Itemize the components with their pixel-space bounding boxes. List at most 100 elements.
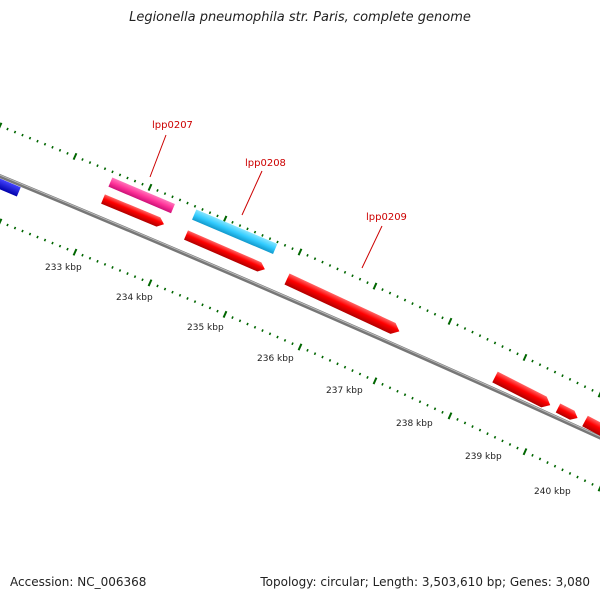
outer-ruler-minor-tick [381, 288, 384, 292]
inner-ruler-minor-tick [486, 432, 489, 436]
outer-ruler-minor-tick [163, 192, 167, 196]
outer-ruler-minor-tick [21, 133, 24, 137]
genome-summary-text: Topology: circular; Length: 3,503,610 bp… [260, 575, 590, 589]
outer-ruler-minor-tick [456, 323, 459, 327]
inner-ruler-major-tick [72, 248, 78, 256]
inner-ruler-minor-tick [246, 322, 249, 326]
inner-ruler-minor-tick [403, 393, 407, 397]
inner-ruler-minor-tick [103, 262, 107, 266]
inner-ruler-minor-tick [283, 338, 287, 342]
gene-red-1[interactable] [101, 194, 166, 228]
outer-ruler-minor-tick [478, 334, 482, 338]
outer-ruler-minor-tick [13, 130, 17, 134]
inner-ruler-minor-tick [306, 348, 309, 352]
inner-ruler-minor-tick [163, 287, 167, 291]
outer-ruler-minor-tick [538, 363, 542, 367]
outer-ruler-minor-tick [126, 176, 129, 180]
inner-ruler-minor-tick [216, 309, 219, 313]
inner-ruler-minor-tick [456, 417, 459, 421]
map-title: Legionella pneumophila str. Paris, compl… [129, 10, 471, 25]
outer-ruler-minor-tick [351, 274, 354, 278]
outer-ruler-minor-tick [403, 298, 407, 302]
outer-ruler-minor-tick [493, 341, 497, 345]
gene-label-lpp0208: lpp0208 [245, 158, 286, 169]
inner-ruler-minor-tick [508, 443, 512, 446]
inner-ruler-minor-tick [43, 238, 47, 242]
outer-ruler-minor-tick [96, 164, 99, 168]
inner-ruler-minor-tick [171, 290, 174, 294]
inner-ruler-major-tick [0, 218, 3, 225]
inner-ruler-minor-tick [156, 284, 159, 288]
inner-ruler-minor-tick [343, 365, 347, 369]
gene-red-4[interactable] [555, 403, 580, 423]
inner-ruler-minor-tick [441, 410, 444, 414]
inner-ruler-major-tick [222, 310, 228, 318]
outer-ruler-minor-tick [193, 204, 197, 208]
inner-ruler-minor-tick [88, 256, 92, 260]
outer-ruler-minor-tick [178, 198, 182, 202]
inner-ruler-minor-tick [178, 293, 182, 297]
genome-backbone-highlight [0, 174, 600, 437]
inner-ruler-minor-tick [6, 223, 9, 227]
gene-red-5[interactable] [582, 415, 600, 443]
outer-ruler-minor-tick [508, 348, 512, 352]
inner-ruler-minor-tick [238, 319, 242, 323]
outer-ruler-minor-tick [418, 305, 422, 309]
inner-ruler-minor-tick [531, 453, 534, 457]
inner-ruler-minor-tick [141, 278, 144, 282]
outer-ruler-minor-tick [261, 233, 264, 237]
outer-ruler-minor-tick [501, 345, 504, 348]
gene-red-3[interactable] [492, 371, 553, 411]
inner-ruler-major-tick [447, 412, 453, 420]
outer-ruler-major-tick [372, 282, 378, 290]
outer-ruler-minor-tick [433, 312, 437, 316]
outer-ruler-major-tick [447, 317, 453, 325]
tick-label-235: 235 kbp [187, 323, 224, 333]
outer-ruler-minor-tick [388, 291, 392, 295]
gene-label-lpp0209: lpp0209 [366, 212, 407, 223]
inner-ruler-major-tick [147, 279, 153, 287]
inner-ruler-minor-tick [478, 428, 482, 432]
outer-ruler-minor-tick [561, 374, 564, 378]
inner-ruler-minor-tick [493, 435, 497, 439]
gene-lpp0208[interactable] [192, 209, 278, 254]
outer-ruler-minor-tick [186, 201, 189, 205]
inner-ruler-minor-tick [433, 407, 437, 411]
inner-ruler-minor-tick [396, 389, 399, 393]
outer-ruler-minor-tick [463, 327, 467, 330]
tick-label-240: 240 kbp [534, 487, 571, 497]
outer-ruler-minor-tick [66, 151, 69, 155]
inner-ruler-minor-tick [381, 382, 384, 386]
inner-ruler-minor-tick [516, 446, 519, 450]
inner-ruler-minor-tick [471, 425, 474, 428]
gene-lpp0207[interactable] [108, 177, 175, 214]
inner-ruler-minor-tick [261, 329, 264, 332]
inner-ruler-minor-tick [561, 468, 564, 472]
tick-label-239: 239 kbp [465, 452, 502, 462]
outer-ruler-minor-tick [133, 179, 137, 183]
outer-ruler-minor-tick [576, 381, 579, 385]
outer-ruler-minor-tick [253, 230, 257, 234]
inner-ruler-minor-tick [193, 300, 197, 304]
outer-ruler-minor-tick [313, 257, 317, 261]
outer-ruler-minor-tick [171, 195, 174, 199]
gene-blue[interactable] [0, 175, 21, 197]
gene-red-2[interactable] [184, 230, 267, 273]
inner-ruler-minor-tick [186, 297, 189, 300]
gene-red-lpp0209[interactable] [284, 273, 401, 337]
tick-label-233: 233 kbp [45, 263, 82, 273]
outer-ruler-minor-tick [216, 214, 219, 218]
outer-ruler-minor-tick [396, 295, 399, 298]
outer-dot-ruler [0, 122, 600, 398]
inner-ruler-minor-tick [538, 457, 542, 461]
outer-ruler-minor-tick [246, 227, 249, 231]
inner-ruler-minor-tick [553, 464, 557, 468]
inner-ruler-minor-tick [208, 306, 212, 310]
tick-label-234: 234 kbp [116, 293, 153, 303]
inner-ruler-minor-tick [388, 386, 392, 390]
outer-ruler-minor-tick [583, 385, 587, 389]
gene-label-lpp0207: lpp0207 [152, 120, 193, 131]
inner-ruler-minor-tick [576, 475, 579, 479]
inner-ruler-minor-tick [321, 355, 324, 359]
inner-ruler-minor-tick [351, 369, 354, 372]
